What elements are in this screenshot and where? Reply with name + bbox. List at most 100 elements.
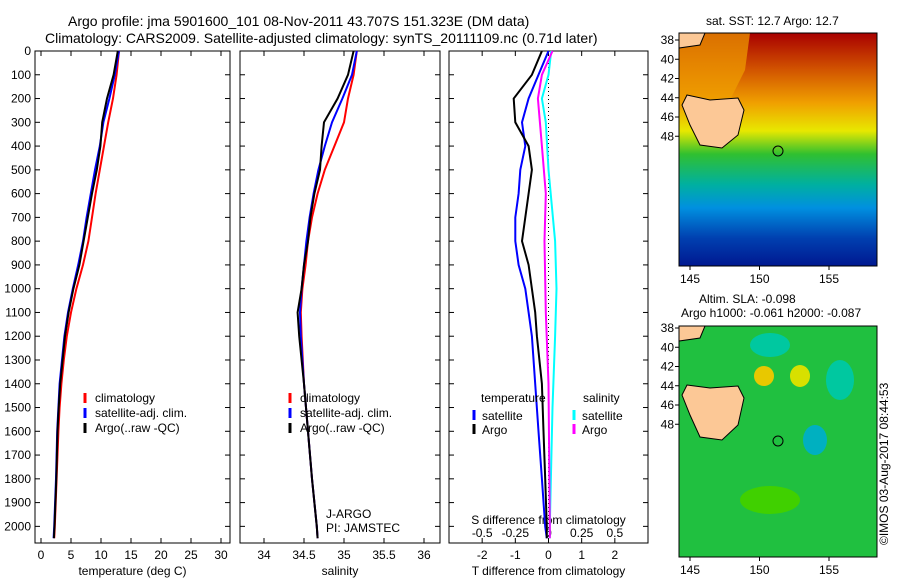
lon-tick-label: 145 xyxy=(680,272,700,286)
y-tick-label: 500 xyxy=(11,163,31,177)
x-tick-label: 36 xyxy=(417,548,431,562)
y-tick-label: 1100 xyxy=(5,305,31,319)
x-tick-label: 20 xyxy=(154,548,168,562)
x-tick-label: -2 xyxy=(477,548,488,562)
y-tick-label: 900 xyxy=(11,258,31,272)
x-tick-label: 0 xyxy=(38,548,45,562)
legend-label: climatology xyxy=(95,391,155,405)
x-tick-label: 35.5 xyxy=(372,548,396,562)
y-tick-label: 1400 xyxy=(4,377,31,391)
y-tick-label: 1500 xyxy=(4,401,31,415)
lat-tick-label: -46 xyxy=(660,398,674,412)
legend-label: Argo(..raw -QC) xyxy=(95,421,180,435)
panel-temperature: 0 5 10 15 20 25 30 temperature (deg C) 0 100 200 30… xyxy=(4,44,231,578)
y-tick-label: 1000 xyxy=(4,282,31,296)
x-tick-label: 34.5 xyxy=(292,548,316,562)
sst-map-title: sat. SST: 12.7 Argo: 12.7 xyxy=(706,14,839,28)
tasmania-land xyxy=(681,94,745,149)
lon-tick-label: 150 xyxy=(749,563,769,577)
lat-tick-label: -46 xyxy=(660,110,674,124)
legend-label: Argo xyxy=(482,423,508,437)
argo-location-marker-sla xyxy=(772,435,784,447)
x-tick-label: 25 xyxy=(184,548,198,562)
y-tick-label: 200 xyxy=(11,92,31,106)
x2-axis-label: S difference from climatology xyxy=(471,513,626,527)
y-tick-label: 0 xyxy=(24,44,31,58)
x-axis-label: T difference from climatology xyxy=(472,564,626,578)
panel-salinity: 34 34.5 35 35.5 36 salinity climatologysatelli… xyxy=(239,50,441,578)
sla-map xyxy=(678,325,878,558)
annotation: J-ARGO xyxy=(326,507,371,521)
x-tick-label: 34 xyxy=(257,548,271,562)
sla-map-title1: Altim. SLA: -0.098 xyxy=(699,292,796,306)
plot-frame xyxy=(34,50,231,544)
series-argo-raw-qc- xyxy=(52,50,119,539)
annotation: PI: JAMSTEC xyxy=(326,521,400,535)
plot-frame xyxy=(239,50,441,544)
legend-title-salinity: salinity xyxy=(583,391,620,405)
series-t-argo xyxy=(512,50,548,539)
x-tick-label: 0 xyxy=(545,548,552,562)
legend-title-temperature: temperature xyxy=(481,391,546,405)
y-tick-label: 100 xyxy=(11,68,31,82)
x-tick-label: 2 xyxy=(611,548,618,562)
legend-label: satellite-adj. clim. xyxy=(95,406,187,420)
y-tick-label: 1300 xyxy=(4,353,31,367)
x-tick-label: 5 xyxy=(68,548,75,562)
y-tick-label: 300 xyxy=(11,115,31,129)
x2-tick-label: 0.5 xyxy=(606,526,623,540)
series-t-satellite xyxy=(514,50,550,539)
argo-location-marker xyxy=(772,145,784,157)
series-s-argo xyxy=(536,50,554,539)
panel-difference: -2 -1 0 1 2 T difference from climatology -0.5… xyxy=(448,50,649,578)
x-tick-label: -1 xyxy=(510,548,521,562)
lat-tick-label: -48 xyxy=(660,129,674,143)
y-tick-label: 1600 xyxy=(4,424,31,438)
x-tick-label: 1 xyxy=(578,548,585,562)
sla-map-title2: Argo h1000: -0.061 h2000: -0.087 xyxy=(681,306,862,320)
title-line1: Argo profile: jma 5901600_101 08-Nov-201… xyxy=(68,13,530,29)
legend-label: Argo(..raw -QC) xyxy=(300,421,385,435)
x2-tick-label: -0.5 xyxy=(472,526,493,540)
x-tick-label: 15 xyxy=(124,548,138,562)
lat-tick-label: -42 xyxy=(660,360,674,374)
y-tick-label: 1800 xyxy=(4,472,31,486)
lat-tick-label: -38 xyxy=(660,321,674,335)
y-tick-label: 600 xyxy=(11,187,31,201)
legend-label: climatology xyxy=(300,391,360,405)
lon-tick-label: 145 xyxy=(680,563,700,577)
lon-tick-label: 155 xyxy=(819,272,839,286)
y-tick-label: 1200 xyxy=(4,329,31,343)
y-tick-label: 2000 xyxy=(4,519,31,533)
series-s-satellite xyxy=(540,50,558,539)
lat-tick-label: -44 xyxy=(660,91,674,105)
x-axis-label: salinity xyxy=(322,564,359,578)
y-tick-label: 800 xyxy=(11,234,31,248)
lat-tick-label: -38 xyxy=(660,33,674,47)
lat-tick-label: -44 xyxy=(660,379,674,393)
y-tick-label: 700 xyxy=(11,210,31,224)
lat-tick-label: -42 xyxy=(660,72,674,86)
x-tick-label: 10 xyxy=(94,548,108,562)
credit: ©IMOS 03-Aug-2017 08:44:53 xyxy=(877,382,891,545)
x2-tick-label: 0.25 xyxy=(570,526,594,540)
sst-map xyxy=(678,32,878,267)
x2-tick-label: -0.25 xyxy=(502,526,530,540)
y-tick-label: 1700 xyxy=(4,448,31,462)
y-tick-label: 1900 xyxy=(4,496,31,510)
legend-label: satellite xyxy=(482,409,523,423)
x-tick-label: 30 xyxy=(214,548,228,562)
x2-tick-label: 0 xyxy=(545,526,552,540)
lon-tick-label: 155 xyxy=(819,563,839,577)
legend-label: Argo xyxy=(582,423,608,437)
lat-tick-label: -48 xyxy=(660,417,674,431)
title-line2: Climatology: CARS2009. Satellite-adjuste… xyxy=(45,30,598,46)
maps: -38 -40 -42 -44 -46 -48 145 150 155 -38 -40 -42 -44 -… xyxy=(660,32,878,577)
x-axis-label: temperature (deg C) xyxy=(78,564,186,578)
lon-tick-label: 150 xyxy=(749,272,769,286)
legend-label: satellite xyxy=(582,409,623,423)
y-tick-label: 400 xyxy=(11,139,31,153)
x-tick-label: 35 xyxy=(337,548,351,562)
